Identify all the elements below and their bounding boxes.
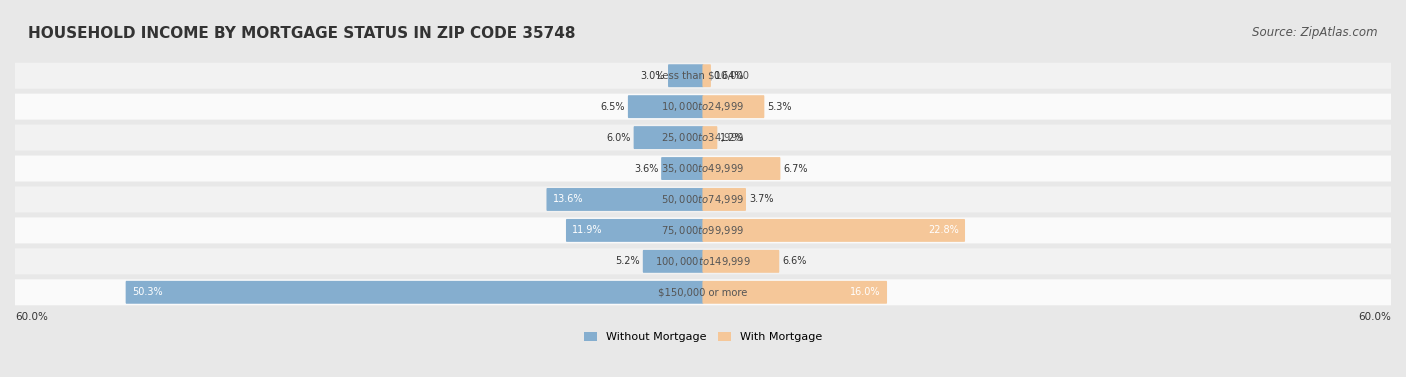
Text: 6.7%: 6.7% — [783, 164, 808, 173]
FancyBboxPatch shape — [15, 187, 1391, 213]
Text: Less than $10,000: Less than $10,000 — [657, 71, 749, 81]
Text: $150,000 or more: $150,000 or more — [658, 287, 748, 297]
Text: $75,000 to $99,999: $75,000 to $99,999 — [661, 224, 745, 237]
FancyBboxPatch shape — [125, 281, 703, 304]
Text: 60.0%: 60.0% — [15, 313, 48, 322]
Text: $25,000 to $34,999: $25,000 to $34,999 — [661, 131, 745, 144]
FancyBboxPatch shape — [634, 126, 703, 149]
FancyBboxPatch shape — [703, 188, 747, 211]
Text: 13.6%: 13.6% — [553, 195, 583, 204]
Text: $35,000 to $49,999: $35,000 to $49,999 — [661, 162, 745, 175]
Text: 22.8%: 22.8% — [928, 225, 959, 235]
Text: Source: ZipAtlas.com: Source: ZipAtlas.com — [1253, 26, 1378, 39]
Text: 5.3%: 5.3% — [768, 102, 792, 112]
Text: HOUSEHOLD INCOME BY MORTGAGE STATUS IN ZIP CODE 35748: HOUSEHOLD INCOME BY MORTGAGE STATUS IN Z… — [28, 26, 575, 41]
FancyBboxPatch shape — [703, 95, 765, 118]
Legend: Without Mortgage, With Mortgage: Without Mortgage, With Mortgage — [579, 328, 827, 347]
FancyBboxPatch shape — [15, 156, 1391, 182]
Text: 6.6%: 6.6% — [782, 256, 807, 267]
Text: 11.9%: 11.9% — [572, 225, 603, 235]
FancyBboxPatch shape — [547, 188, 703, 211]
FancyBboxPatch shape — [15, 93, 1391, 120]
Text: 3.0%: 3.0% — [641, 71, 665, 81]
FancyBboxPatch shape — [15, 248, 1391, 274]
FancyBboxPatch shape — [15, 279, 1391, 305]
FancyBboxPatch shape — [703, 157, 780, 180]
Text: 0.64%: 0.64% — [714, 71, 744, 81]
FancyBboxPatch shape — [703, 126, 717, 149]
FancyBboxPatch shape — [15, 218, 1391, 244]
FancyBboxPatch shape — [15, 63, 1391, 89]
FancyBboxPatch shape — [703, 281, 887, 304]
FancyBboxPatch shape — [567, 219, 703, 242]
FancyBboxPatch shape — [668, 64, 703, 87]
FancyBboxPatch shape — [628, 95, 703, 118]
Text: $100,000 to $149,999: $100,000 to $149,999 — [655, 255, 751, 268]
Text: 6.5%: 6.5% — [600, 102, 626, 112]
FancyBboxPatch shape — [643, 250, 703, 273]
FancyBboxPatch shape — [661, 157, 703, 180]
Text: 50.3%: 50.3% — [132, 287, 163, 297]
Text: 16.0%: 16.0% — [851, 287, 880, 297]
Text: 3.6%: 3.6% — [634, 164, 658, 173]
Text: 3.7%: 3.7% — [749, 195, 773, 204]
Text: 6.0%: 6.0% — [606, 133, 631, 143]
FancyBboxPatch shape — [15, 124, 1391, 150]
FancyBboxPatch shape — [703, 64, 711, 87]
Text: 60.0%: 60.0% — [1358, 313, 1391, 322]
Text: 5.2%: 5.2% — [616, 256, 640, 267]
FancyBboxPatch shape — [703, 219, 965, 242]
Text: $10,000 to $24,999: $10,000 to $24,999 — [661, 100, 745, 113]
FancyBboxPatch shape — [703, 250, 779, 273]
Text: 1.2%: 1.2% — [720, 133, 745, 143]
Text: $50,000 to $74,999: $50,000 to $74,999 — [661, 193, 745, 206]
